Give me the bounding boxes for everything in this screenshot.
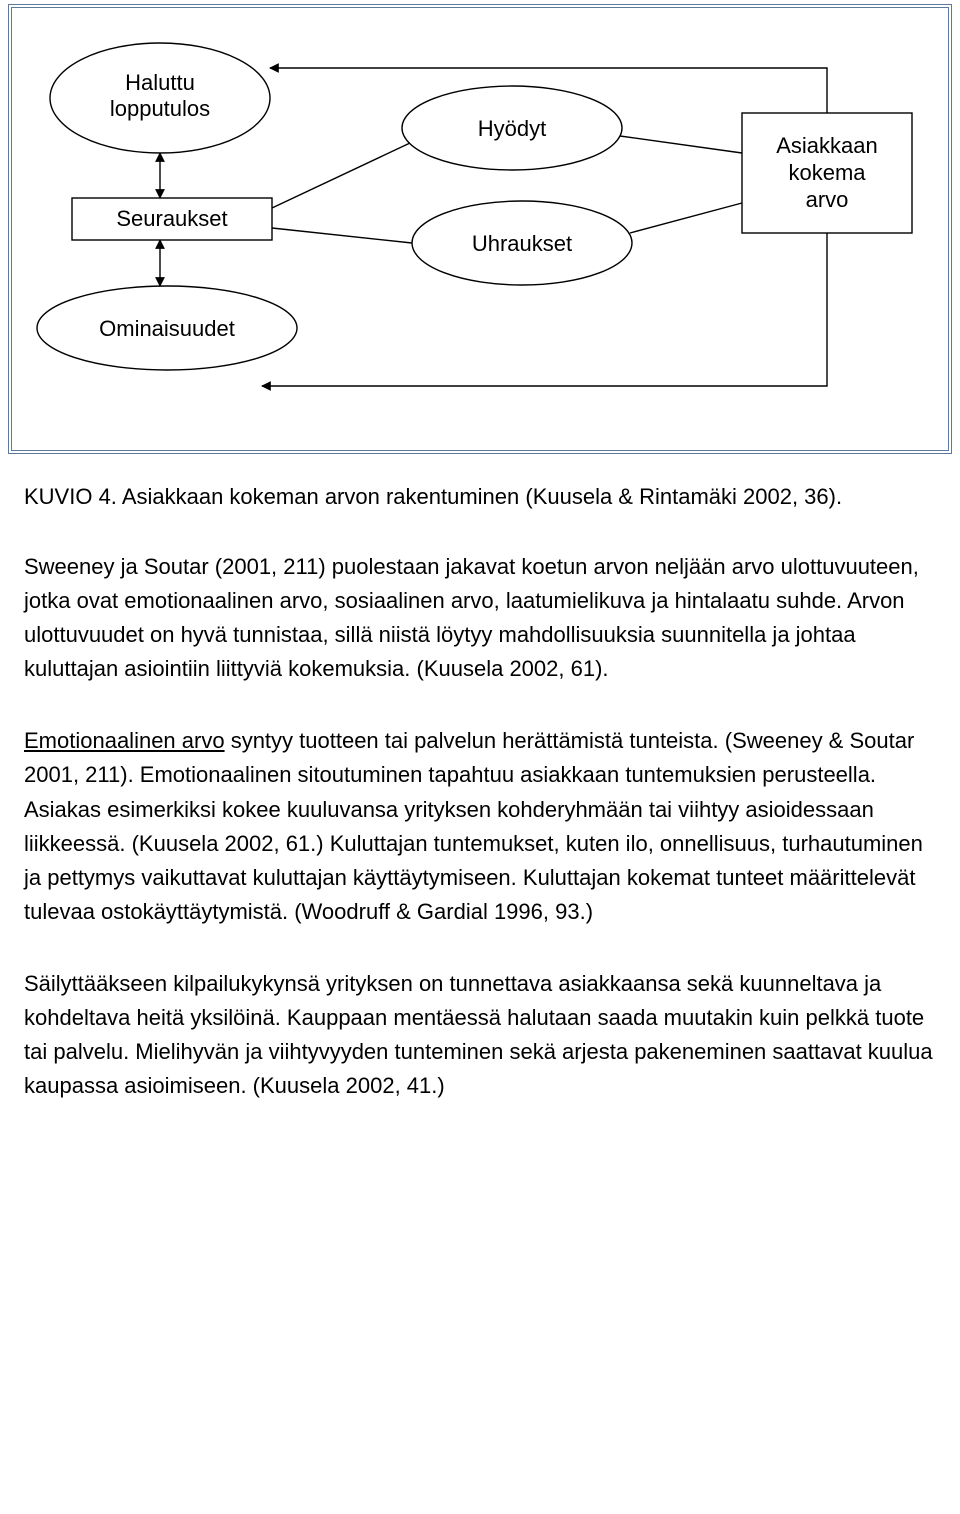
para2-lead: Emotionaalinen arvo <box>24 728 225 753</box>
edge-seuraukset-uhraukset <box>272 228 412 243</box>
page: Haluttu lopputulos Seuraukset Ominaisuud… <box>0 4 960 1103</box>
node-asiakkaan-label3: arvo <box>806 187 849 212</box>
diagram-svg: Haluttu lopputulos Seuraukset Ominaisuud… <box>12 8 948 450</box>
diagram-frame: Haluttu lopputulos Seuraukset Ominaisuud… <box>8 4 952 454</box>
node-haluttu-label1: Haluttu <box>125 70 195 95</box>
node-ominaisuudet-label: Ominaisuudet <box>99 316 235 341</box>
node-haluttu-label2: lopputulos <box>110 96 210 121</box>
edge-uhraukset-asiakkaan <box>630 203 742 233</box>
paragraph-2: Emotionaalinen arvo syntyy tuotteen tai … <box>24 724 936 929</box>
node-hyodyt-label: Hyödyt <box>478 116 546 141</box>
node-asiakkaan-label2: kokema <box>788 160 866 185</box>
paragraph-3: Säilyttääkseen kilpailukykynsä yrityksen… <box>24 967 936 1103</box>
figure-caption: KUVIO 4. Asiakkaan kokeman arvon rakentu… <box>24 484 936 510</box>
edge-hyodyt-asiakkaan <box>620 136 742 153</box>
node-asiakkaan-label1: Asiakkaan <box>776 133 878 158</box>
para2-rest: syntyy tuotteen tai palvelun herättämist… <box>24 728 923 923</box>
edge-seuraukset-hyodyt <box>272 143 410 208</box>
paragraph-1: Sweeney ja Soutar (2001, 211) puolestaan… <box>24 550 936 686</box>
node-seuraukset-label: Seuraukset <box>116 206 227 231</box>
node-uhraukset-label: Uhraukset <box>472 231 572 256</box>
